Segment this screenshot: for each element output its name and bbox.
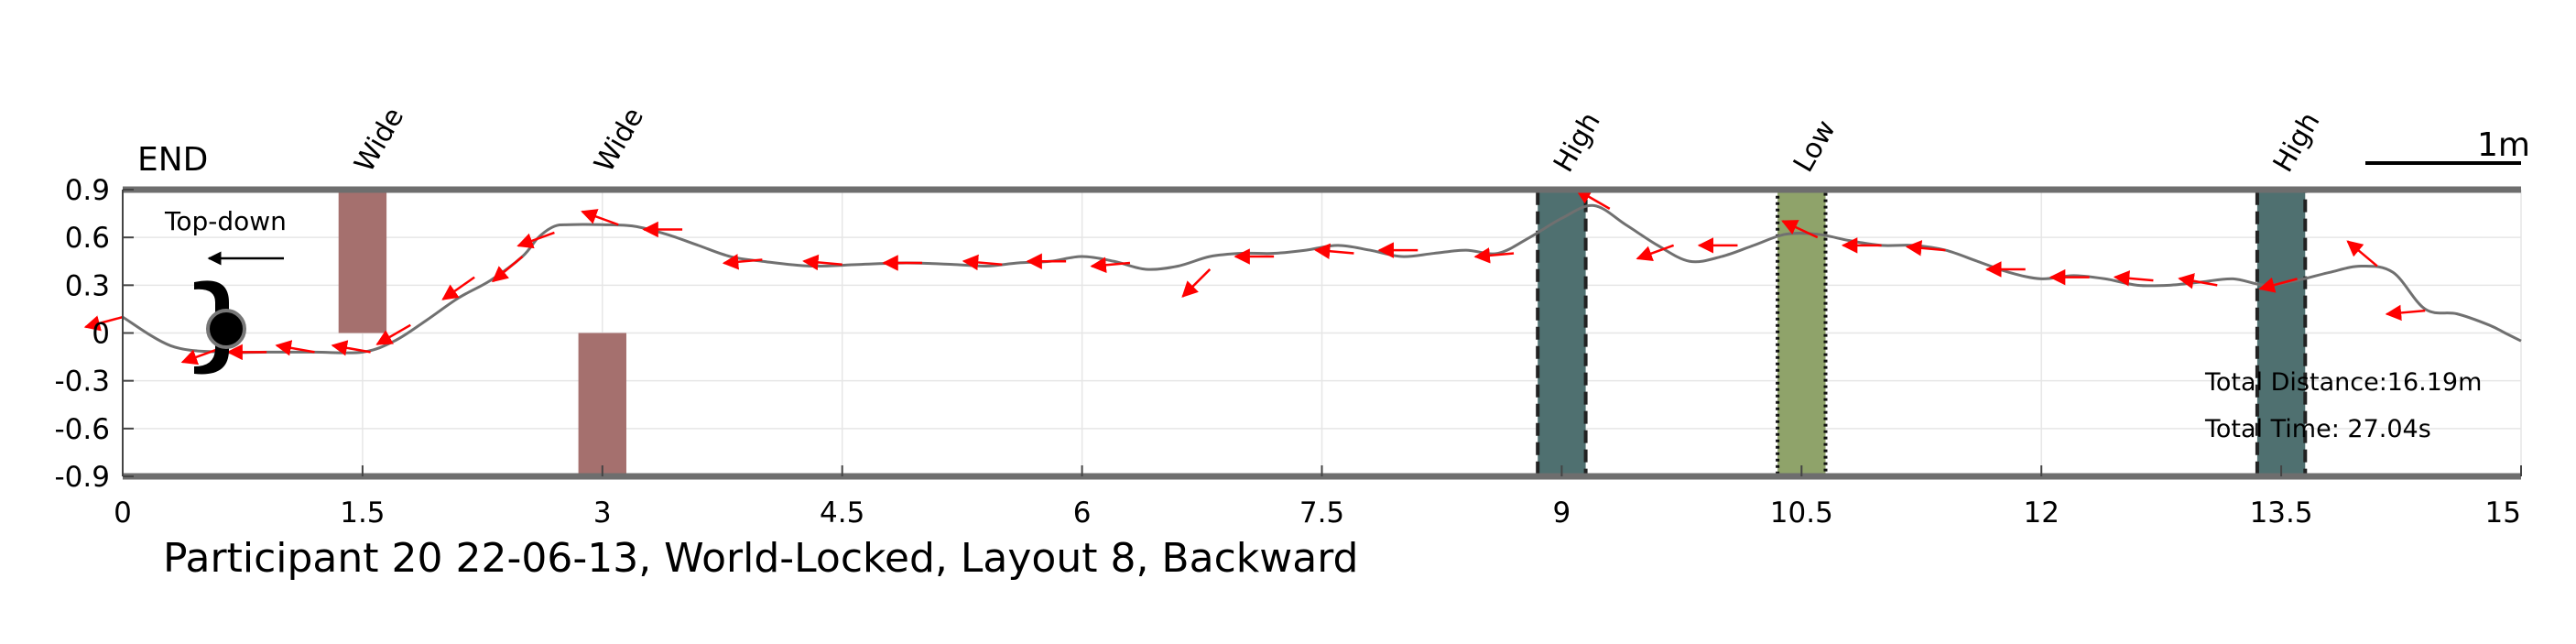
orientation-arrow xyxy=(722,254,763,270)
orientation-arrow xyxy=(1313,243,1354,259)
scale-bar-label: 1m xyxy=(2477,126,2530,164)
y-tick-label: 0 xyxy=(92,318,110,351)
orientation-arrow xyxy=(516,231,555,249)
y-tick-label: 0.9 xyxy=(65,174,110,207)
grid xyxy=(122,189,2522,477)
obstacle-label: High xyxy=(2267,107,2327,178)
scale-bar: 1m xyxy=(2365,126,2530,165)
orientation-arrow xyxy=(275,340,315,356)
inset-label: Top-down xyxy=(164,206,287,236)
x-tick-label: 1.5 xyxy=(340,497,385,529)
summary-text: Total Distance:16.19m Total Time: 27.04s xyxy=(2204,368,2482,443)
orientation-arrow xyxy=(375,323,411,345)
orientation-arrow xyxy=(1090,257,1131,273)
obstacle-label: High xyxy=(1548,107,1607,178)
obstacle-wall-1 xyxy=(338,190,387,333)
end-label: END xyxy=(137,141,208,179)
total-time: Total Time: 27.04s xyxy=(2204,415,2431,443)
orientation-arrow xyxy=(2258,277,2298,293)
orientation-arrow xyxy=(441,276,475,300)
x-tick-label: 12 xyxy=(2023,497,2059,529)
obstacle-label: Low xyxy=(1788,115,1842,178)
y-tick-label: 0.6 xyxy=(65,222,110,255)
x-tick-label: 6 xyxy=(1073,497,1092,529)
obstacle-label: Wide xyxy=(588,103,650,178)
orientation-arrow xyxy=(1181,268,1212,298)
orientation-arrow xyxy=(331,340,371,356)
x-tick-label: 9 xyxy=(1553,497,1571,529)
orientation-arrow xyxy=(83,315,124,332)
orientation-arrow xyxy=(2113,270,2154,287)
obstacle-labels: Wide Wide High Low High xyxy=(349,103,2327,178)
orientation-arrow xyxy=(2385,304,2426,322)
x-tick-label: 13.5 xyxy=(2250,497,2313,529)
y-tick-label: -0.9 xyxy=(55,461,111,494)
x-tick-label: 4.5 xyxy=(820,497,864,529)
x-tick-label: 7.5 xyxy=(1299,497,1344,529)
x-tick-label: 15 xyxy=(2485,497,2521,529)
chart-title: Participant 20 22-06-13, World-Locked, L… xyxy=(163,535,1358,582)
orientation-arrow xyxy=(1781,220,1819,239)
orientation-arrow xyxy=(2178,273,2218,289)
orientation-arrow xyxy=(491,256,524,283)
orientation-arrow xyxy=(581,209,619,226)
y-tick-label: -0.6 xyxy=(55,413,111,446)
orientation-arrow xyxy=(2346,240,2378,267)
obstacle-wall-2 xyxy=(578,333,626,476)
orientation-arrow xyxy=(180,347,220,366)
obstacle-high-3 xyxy=(1536,188,1588,478)
y-tick-label: -0.3 xyxy=(55,366,111,398)
x-tick-label: 3 xyxy=(593,497,612,529)
x-tick-label: 0 xyxy=(114,497,132,529)
orientation-arrow xyxy=(1473,247,1515,264)
y-tick-label: 0.3 xyxy=(65,269,110,302)
x-tick-label: 10.5 xyxy=(1770,497,1833,529)
axes: 0 1.5 3 4.5 6 7.5 9 10.5 12 13.5 15 0.9 0.6 0.3 0 -0.3 -… xyxy=(55,174,2522,529)
orientation-arrow xyxy=(962,254,1003,271)
orientation-arrow xyxy=(1636,244,1675,262)
orientation-arrow xyxy=(1905,240,1946,257)
orientation-arrow xyxy=(802,254,842,271)
orientation-arrows xyxy=(83,188,2426,366)
obstacle-label: Wide xyxy=(349,103,411,178)
participant-icon xyxy=(194,280,246,375)
total-distance: Total Distance:16.19m xyxy=(2204,368,2482,397)
top-down-inset: Top-down xyxy=(164,206,287,375)
